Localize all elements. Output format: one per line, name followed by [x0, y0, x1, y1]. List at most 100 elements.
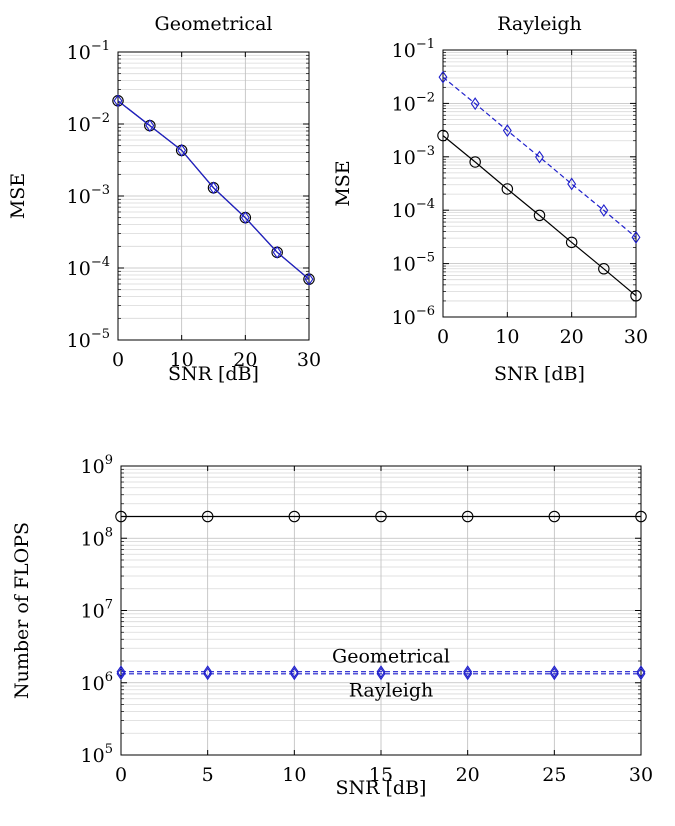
- y-tick-label: 108: [81, 525, 113, 550]
- data-point: [201, 510, 214, 523]
- chart-title: Rayleigh: [497, 13, 582, 35]
- data-point: [533, 209, 546, 222]
- y-tick-label: 10−5: [392, 251, 435, 276]
- data-point: [549, 665, 559, 679]
- data-point: [376, 665, 386, 679]
- x-tick-label: 0: [437, 326, 449, 348]
- data-point: [375, 510, 387, 523]
- y-tick-label: 109: [81, 453, 113, 478]
- x-tick-label: 10: [495, 326, 519, 348]
- data-point: [438, 70, 448, 84]
- chart-2: 0 10 20 30 10−6 10−5 10−4 10−3 10−2 10−1 Rayleigh S…: [332, 13, 648, 385]
- data-point: [116, 667, 126, 681]
- series-2: [438, 70, 641, 244]
- y-tick-label: 10−3: [392, 144, 435, 169]
- x-tick-label: 5: [202, 764, 214, 786]
- series-1: [437, 129, 642, 302]
- annotation: Geometrical: [332, 646, 450, 668]
- data-point: [501, 183, 514, 195]
- data-point: [565, 236, 578, 249]
- x-tick-label: 0: [115, 764, 127, 786]
- x-tick-label: 15: [369, 764, 393, 786]
- y-tick-label: 105: [81, 742, 113, 767]
- data-point: [203, 667, 213, 681]
- series-line: [117, 100, 310, 280]
- data-point: [272, 245, 282, 259]
- y-tick-label: 10−2: [67, 111, 110, 136]
- data-point: [469, 156, 481, 168]
- x-tick-label: 10: [282, 764, 306, 786]
- x-tick-label: 0: [112, 349, 124, 371]
- y-tick-label: 10−2: [392, 90, 435, 115]
- y-tick-label: 10−4: [67, 255, 110, 280]
- y-tick-label: 107: [81, 598, 113, 623]
- data-point: [203, 665, 213, 679]
- data-point: [463, 665, 473, 679]
- data-point: [376, 667, 386, 681]
- data-point: [631, 230, 641, 244]
- data-point: [240, 211, 250, 225]
- x-tick-label: 20: [456, 764, 480, 786]
- data-point: [288, 510, 301, 523]
- y-axis-label: MSE: [332, 160, 354, 206]
- y-tick-label: 10−1: [392, 37, 435, 62]
- x-tick-label: 20: [233, 349, 257, 371]
- data-point: [635, 510, 647, 523]
- data-point: [209, 181, 218, 195]
- data-point: [115, 510, 127, 523]
- data-point: [636, 667, 646, 681]
- chart-title: Geometrical: [155, 13, 273, 35]
- x-tick-label: 30: [624, 326, 648, 348]
- data-point: [145, 119, 155, 133]
- x-axis-label: SNR [dB]: [336, 777, 427, 799]
- data-point: [116, 665, 126, 679]
- data-point: [548, 510, 561, 523]
- data-point: [598, 263, 610, 275]
- data-point: [502, 124, 512, 138]
- x-axis-label: SNR [dB]: [494, 363, 585, 385]
- data-point: [549, 667, 559, 681]
- grid: [117, 52, 310, 341]
- data-point: [630, 289, 642, 302]
- y-tick-label: 10−1: [67, 39, 110, 64]
- x-tick-label: 10: [170, 349, 194, 371]
- series-2: [113, 94, 314, 286]
- data-point: [289, 667, 299, 681]
- grid: [120, 466, 642, 756]
- data-point: [470, 97, 480, 111]
- x-tick-label: 20: [560, 326, 584, 348]
- data-point: [437, 129, 449, 142]
- data-point: [567, 177, 577, 191]
- data-point: [535, 150, 544, 164]
- data-point: [113, 94, 123, 108]
- series-1: [115, 510, 647, 523]
- x-tick-label: 25: [542, 764, 566, 786]
- series-2: [116, 665, 646, 679]
- y-axis-label: MSE: [7, 173, 29, 219]
- chart-3: 0 5 10 15 20 25 30 105 106 107 108 109 SNR [dB] Numbe…: [11, 453, 653, 799]
- y-tick-label: 10−4: [392, 197, 435, 222]
- chart-1: 0 10 20 30 10−5 10−4 10−3 10−2 10−1 Geometrical SN…: [7, 13, 321, 385]
- x-tick-label: 30: [629, 764, 653, 786]
- y-tick-label: 10−3: [67, 183, 110, 208]
- annotation: Rayleigh: [349, 680, 434, 702]
- data-point: [599, 203, 609, 217]
- series-line: [442, 135, 637, 297]
- data-point: [463, 667, 473, 681]
- grid: [442, 50, 637, 318]
- data-point: [636, 665, 646, 679]
- plot-frame: [442, 49, 637, 318]
- y-axis-label: Number of FLOPS: [11, 522, 33, 699]
- data-point: [304, 272, 314, 286]
- series-3: [116, 667, 646, 681]
- data-point: [461, 510, 474, 523]
- data-point: [177, 143, 187, 157]
- data-point: [289, 665, 299, 679]
- x-axis-label: SNR [dB]: [168, 363, 259, 385]
- y-tick-label: 106: [81, 670, 113, 695]
- y-tick-label: 10−5: [67, 327, 110, 352]
- y-tick-label: 10−6: [392, 304, 435, 329]
- x-tick-label: 30: [297, 349, 321, 371]
- series-line: [442, 76, 637, 238]
